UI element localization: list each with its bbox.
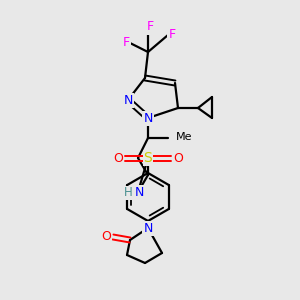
- Text: N: N: [143, 221, 153, 235]
- Text: O: O: [113, 152, 123, 164]
- Text: N: N: [123, 94, 133, 106]
- Text: F: F: [122, 35, 130, 49]
- Text: N: N: [134, 185, 144, 199]
- Text: F: F: [146, 20, 154, 34]
- Text: S: S: [144, 151, 152, 165]
- Text: F: F: [168, 28, 175, 41]
- Text: O: O: [173, 152, 183, 164]
- Text: N: N: [143, 112, 153, 124]
- Text: O: O: [101, 230, 111, 244]
- Text: H: H: [124, 187, 133, 200]
- Text: Me: Me: [176, 132, 193, 142]
